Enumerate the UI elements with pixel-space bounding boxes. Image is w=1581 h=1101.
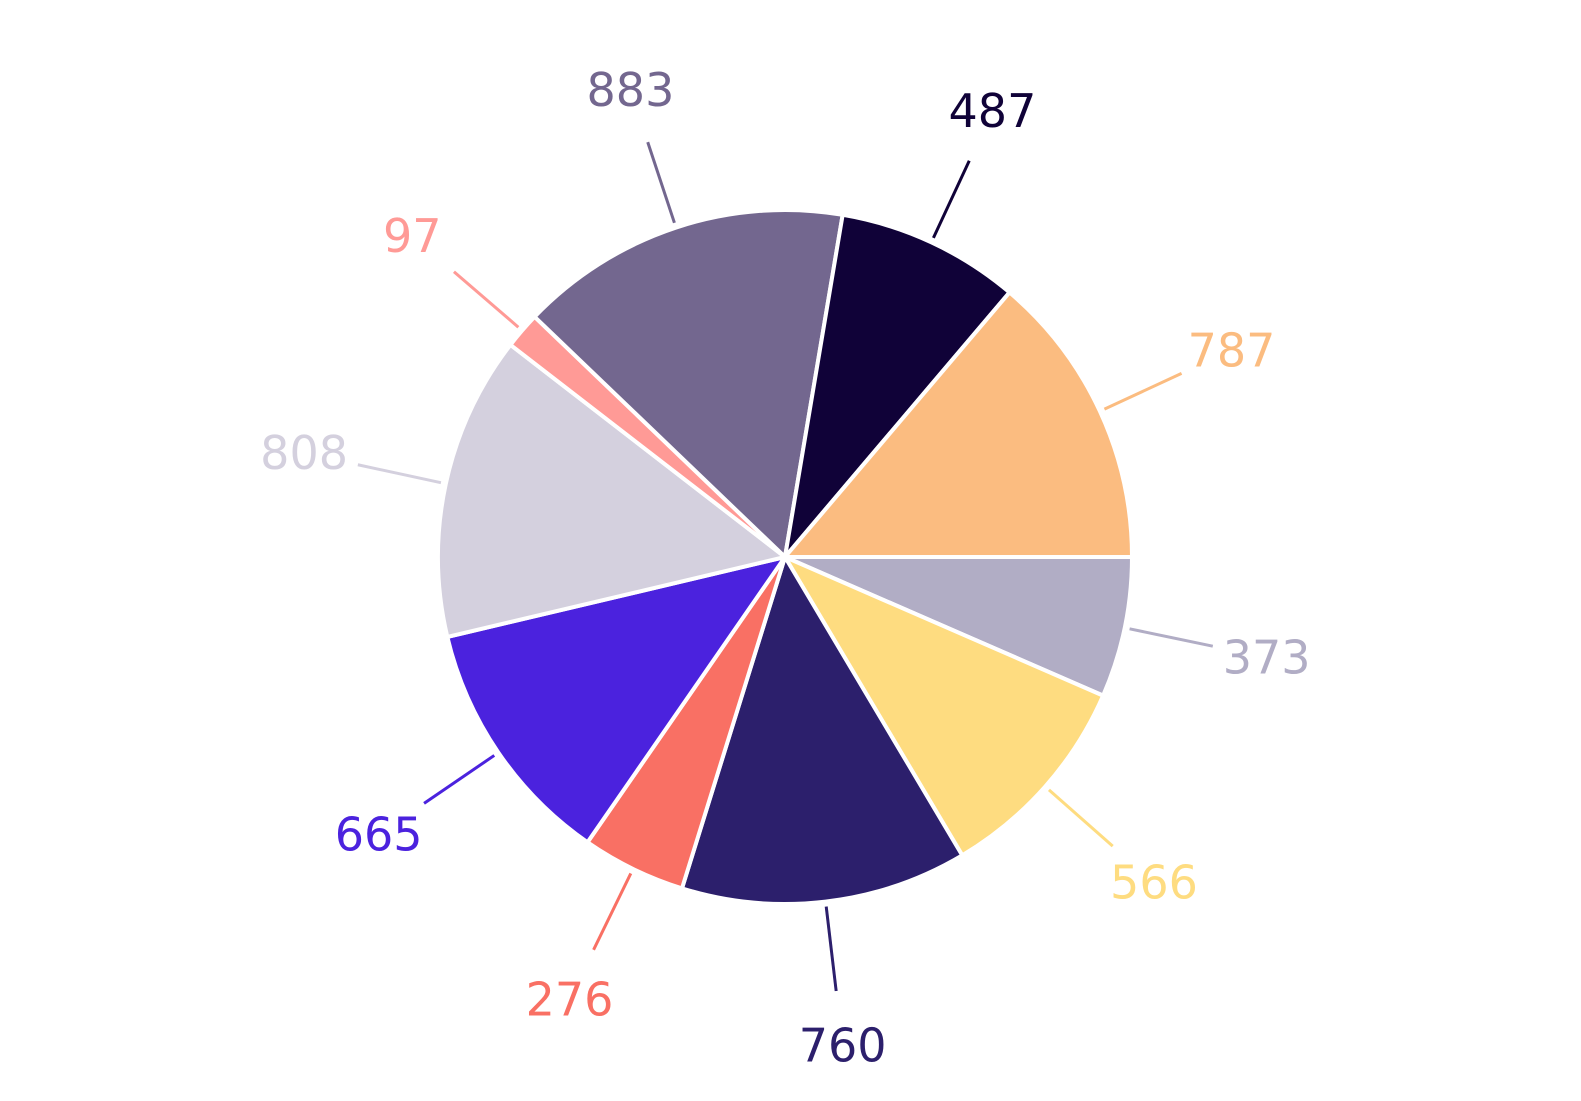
leader-line-760	[824, 906, 838, 992]
leader-line-883	[646, 141, 676, 224]
data-label-883: 883	[587, 63, 675, 117]
leader-line-787	[1103, 372, 1183, 411]
pie-slice-566	[783, 555, 1106, 858]
data-label-373: 373	[1223, 630, 1311, 684]
data-label-787: 787	[1188, 323, 1276, 377]
pie-slice-487	[783, 212, 1012, 559]
leader-line-97	[452, 270, 520, 329]
pie-labels: 373 566 760 276 665 808 97 883 487 787	[260, 63, 1310, 1073]
data-label-665: 665	[335, 807, 423, 861]
data-label-566: 566	[1110, 855, 1198, 909]
data-label-97: 97	[383, 209, 442, 263]
pie-slice-787	[783, 290, 1134, 559]
leader-line-373	[1129, 627, 1214, 648]
pie-slice-808	[436, 342, 787, 639]
data-label-276: 276	[526, 972, 614, 1026]
leader-line-487	[932, 160, 971, 239]
pie-slice-373	[783, 555, 1134, 698]
pie-slice-760	[680, 555, 965, 906]
data-label-760: 760	[799, 1019, 887, 1073]
data-label-808: 808	[260, 426, 348, 480]
pie-slice-665	[445, 555, 787, 845]
leader-line-808	[357, 463, 442, 485]
data-label-487: 487	[949, 84, 1037, 138]
leader-line-665	[423, 754, 496, 805]
leader-line-566	[1047, 788, 1114, 848]
pie-slices	[436, 208, 1134, 906]
pie-slice-883	[532, 208, 845, 559]
leader-line-276	[592, 872, 633, 951]
